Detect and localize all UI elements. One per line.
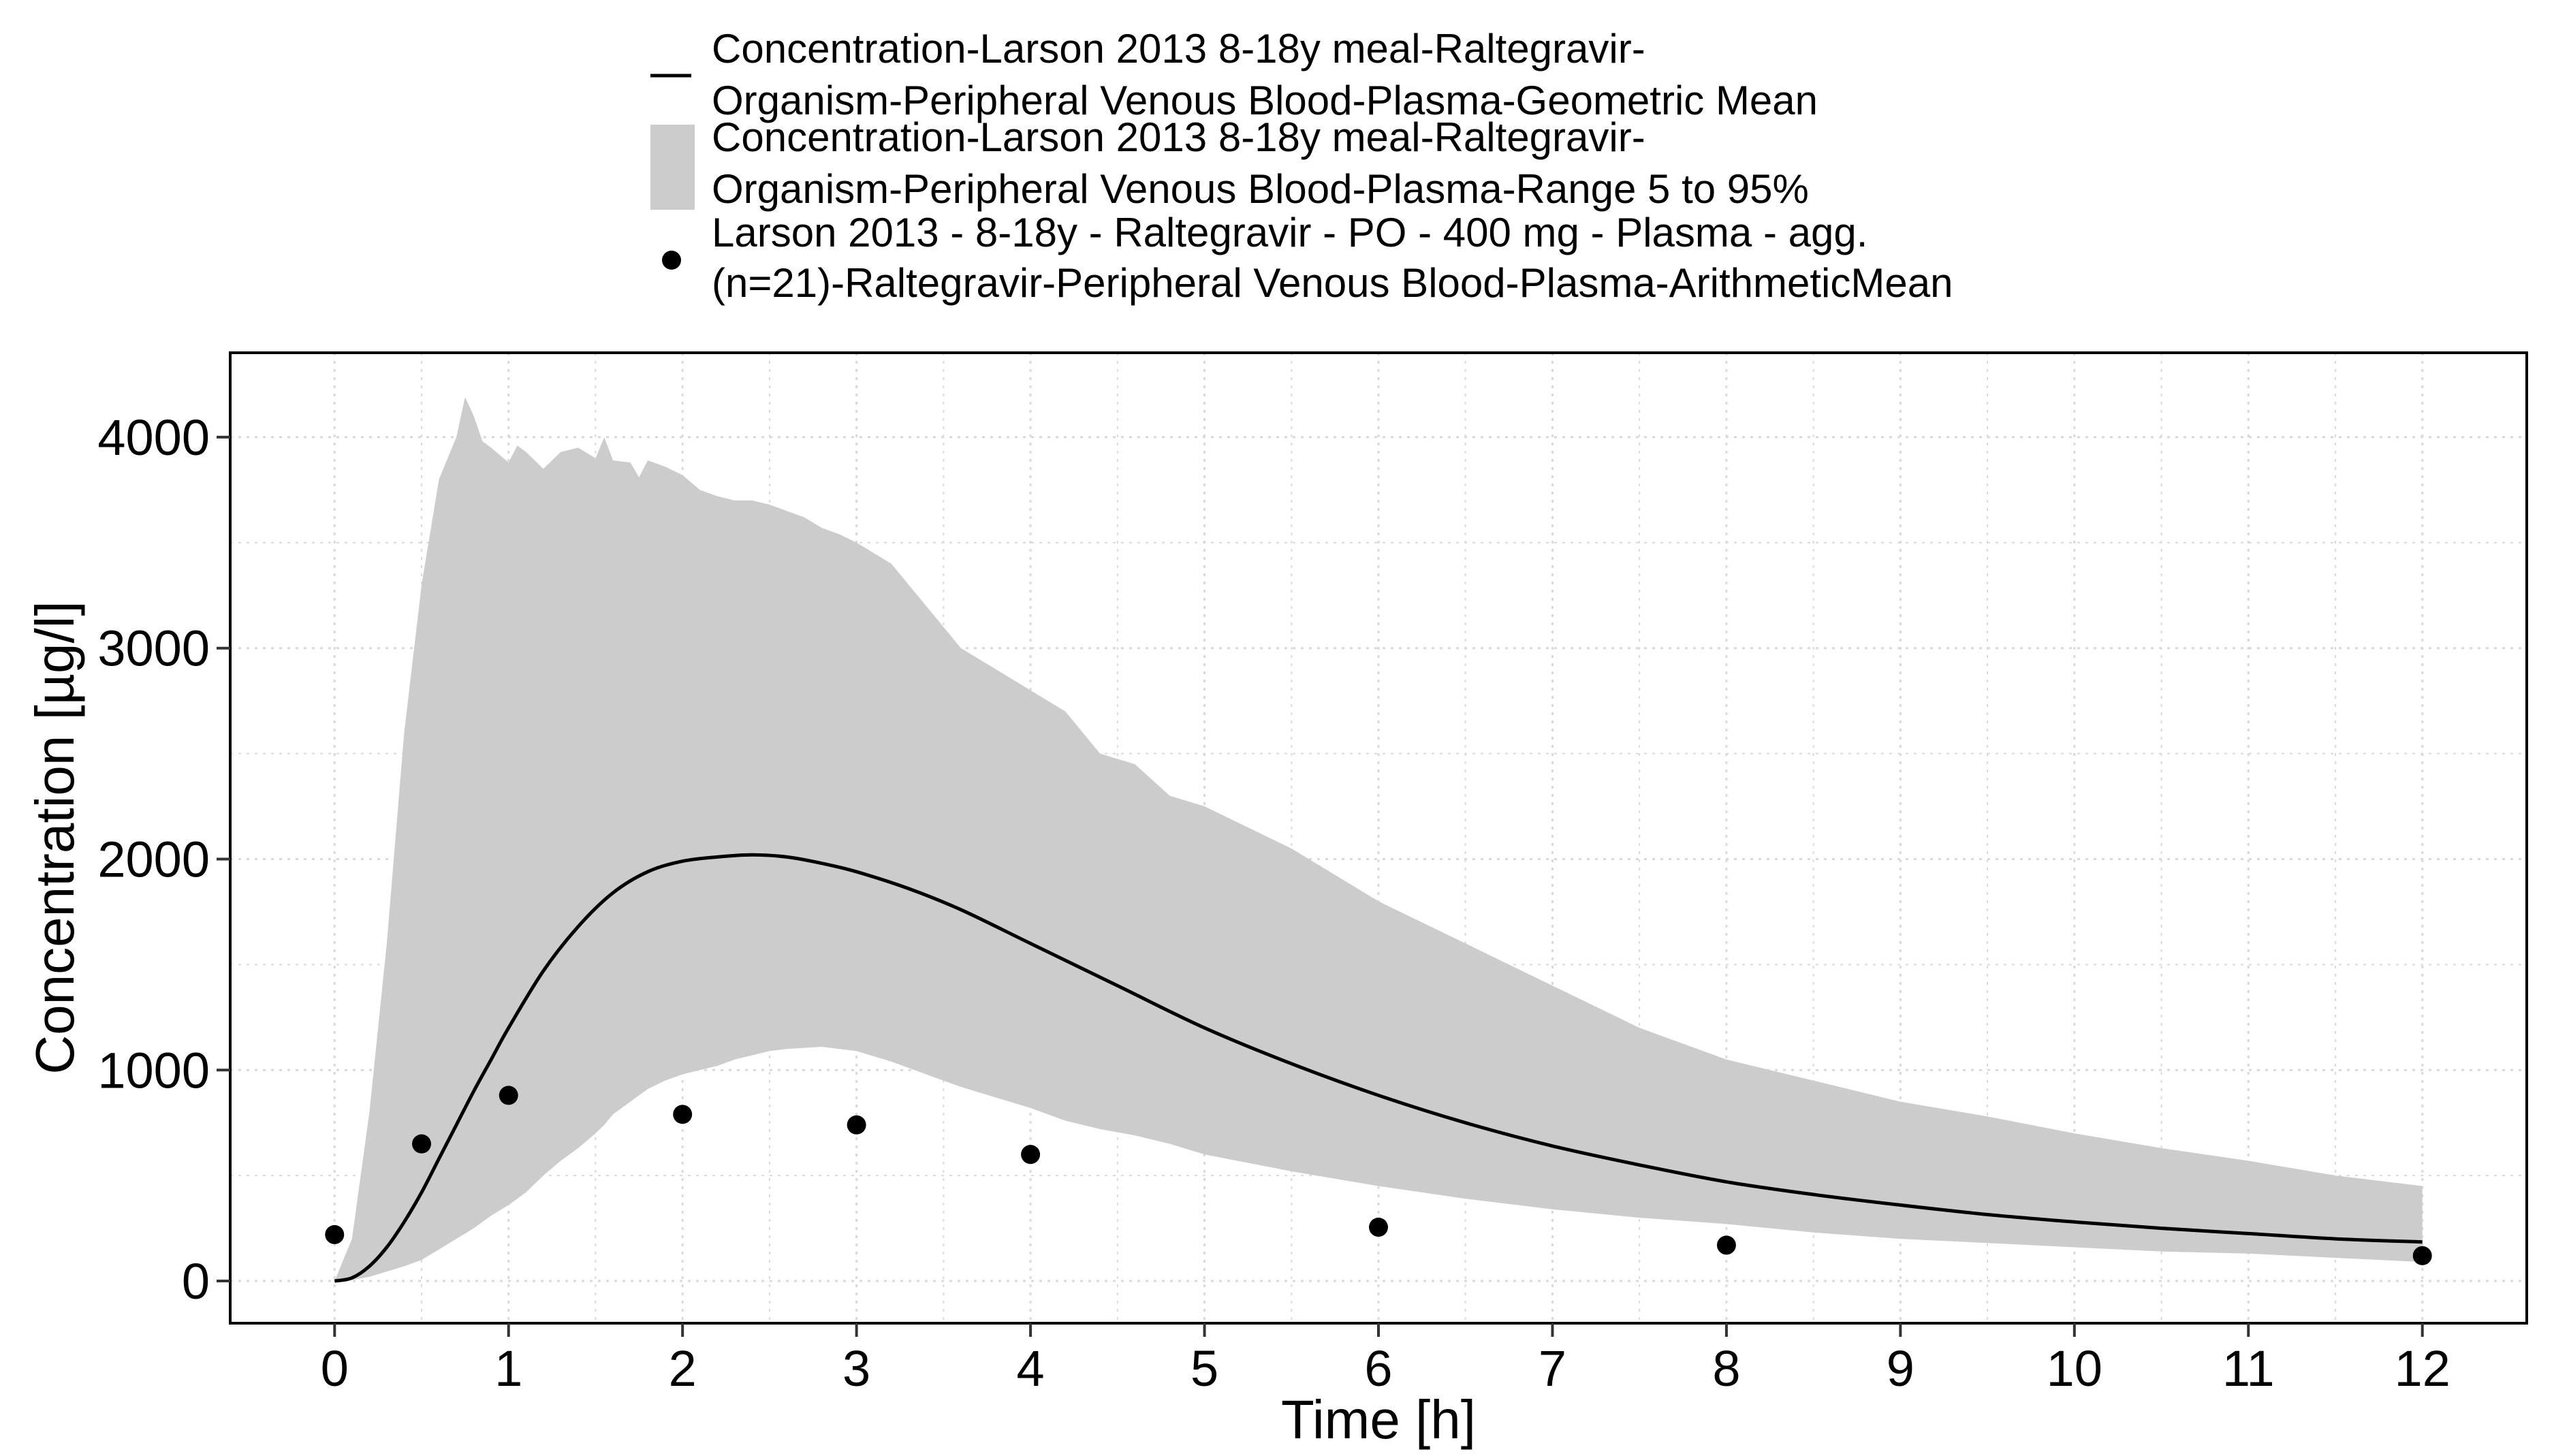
data-point [1021,1145,1041,1165]
legend-label-line-2: Organism-Peripheral Venous Blood-Plasma-… [712,78,1818,123]
data-point [1369,1218,1388,1237]
x-tick-label: 2 [669,1340,697,1397]
data-point [325,1224,345,1244]
x-tick-label: 6 [1364,1340,1392,1397]
y-axis: 0 1000 2000 3000 4000 [97,409,230,1310]
legend-label-band-2: Organism-Peripheral Venous Blood-Plasma-… [712,166,1809,212]
legend-label-point-1: Larson 2013 - 8-18y - Raltegravir - PO -… [712,210,1867,255]
x-tick-label: 0 [321,1340,349,1397]
legend-label-point-2: (n=21)-Raltegravir-Peripheral Venous Blo… [712,260,1953,306]
legend-label-band-1: Concentration-Larson 2013 8-18y meal-Ral… [712,114,1645,160]
x-tick-label: 5 [1191,1340,1218,1397]
x-tick-label: 8 [1712,1340,1740,1397]
data-point [673,1105,693,1124]
data-point [2412,1246,2432,1265]
x-tick-label: 1 [494,1340,522,1397]
x-axis-title: Time [h] [1281,1389,1476,1450]
y-tick-label: 1000 [97,1042,210,1098]
plot-panel [229,351,2528,1325]
x-axis: 0 1 2 3 4 5 6 7 8 9 10 11 12 [321,1323,2450,1397]
data-point [412,1134,431,1154]
legend-key-band [650,125,695,210]
data-point [499,1086,518,1105]
x-tick-label: 7 [1539,1340,1566,1397]
geometric-mean-line [334,853,2423,1283]
x-tick-label: 3 [842,1340,870,1397]
y-tick-label: 2000 [97,831,210,887]
y-tick-label: 4000 [97,409,210,466]
legend-key-point [662,251,681,270]
x-tick-label: 9 [1887,1340,1914,1397]
x-tick-label: 12 [2395,1340,2450,1397]
data-point [1716,1235,1736,1255]
legend: Concentration-Larson 2013 8-18y meal-Ral… [650,26,1953,306]
y-axis-title: Concentration [µg/l] [25,601,85,1074]
legend-label-line-1: Concentration-Larson 2013 8-18y meal-Ral… [712,26,1645,72]
x-tick-label: 11 [2222,1340,2275,1397]
y-tick-label: 3000 [97,620,210,677]
observed-points [325,1086,2432,1265]
x-tick-label: 10 [2047,1340,2102,1397]
x-tick-label: 4 [1017,1340,1045,1397]
range-band [334,397,2423,1282]
data-point [847,1115,866,1135]
y-tick-label: 0 [182,1253,210,1310]
